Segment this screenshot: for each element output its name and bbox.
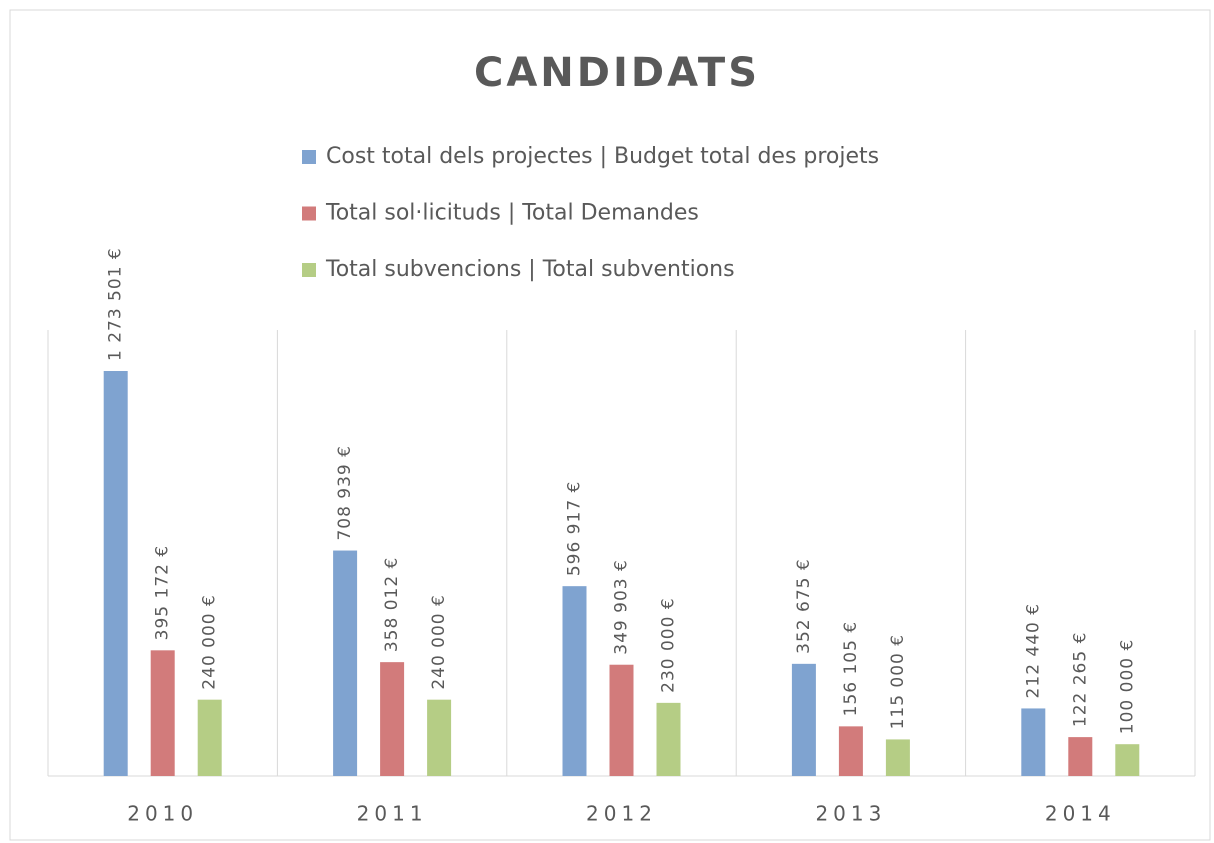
bar (197, 699, 222, 776)
data-label: 100 000 € (1117, 639, 1137, 735)
x-tick-label: 2013 (815, 802, 886, 826)
legend-label: Cost total dels projectes | Budget total… (326, 144, 879, 169)
bar (1115, 744, 1140, 776)
data-label: 115 000 € (888, 634, 908, 730)
bar (103, 371, 128, 776)
bar (333, 550, 358, 776)
data-label: 349 903 € (612, 559, 632, 655)
bar (1068, 737, 1093, 776)
legend-swatch (302, 206, 316, 221)
data-label: 358 012 € (382, 557, 402, 653)
bar (609, 664, 634, 776)
x-tick-label: 2011 (357, 802, 428, 826)
x-tick-label: 2012 (586, 802, 657, 826)
data-label: 708 939 € (335, 445, 355, 541)
x-tick-label: 2010 (127, 802, 198, 826)
legend-swatch (302, 150, 316, 164)
data-label: 212 440 € (1023, 603, 1043, 699)
data-label: 122 265 € (1070, 632, 1090, 728)
data-label: 1 273 501 € (106, 247, 126, 361)
bar (838, 726, 863, 776)
bar (1021, 708, 1046, 776)
legend-swatch (302, 263, 316, 277)
bar (656, 702, 681, 776)
data-label: 240 000 € (200, 594, 220, 690)
bar (150, 650, 175, 776)
legend-label: Total sol·licituds | Total Demandes (325, 201, 699, 226)
data-label: 596 917 € (565, 481, 585, 577)
bar (885, 739, 910, 776)
data-label: 156 105 € (841, 621, 861, 717)
bar (791, 663, 816, 776)
bar (562, 586, 587, 776)
chart-title: CANDIDATS (474, 50, 760, 96)
bar (427, 699, 452, 776)
data-label: 230 000 € (659, 597, 679, 693)
data-label: 240 000 € (429, 594, 449, 690)
legend-label: Total subvencions | Total subventions (325, 257, 735, 282)
data-label: 395 172 € (153, 545, 173, 641)
x-tick-label: 2014 (1045, 802, 1116, 826)
data-label: 352 675 € (794, 558, 814, 654)
bar (380, 662, 405, 776)
